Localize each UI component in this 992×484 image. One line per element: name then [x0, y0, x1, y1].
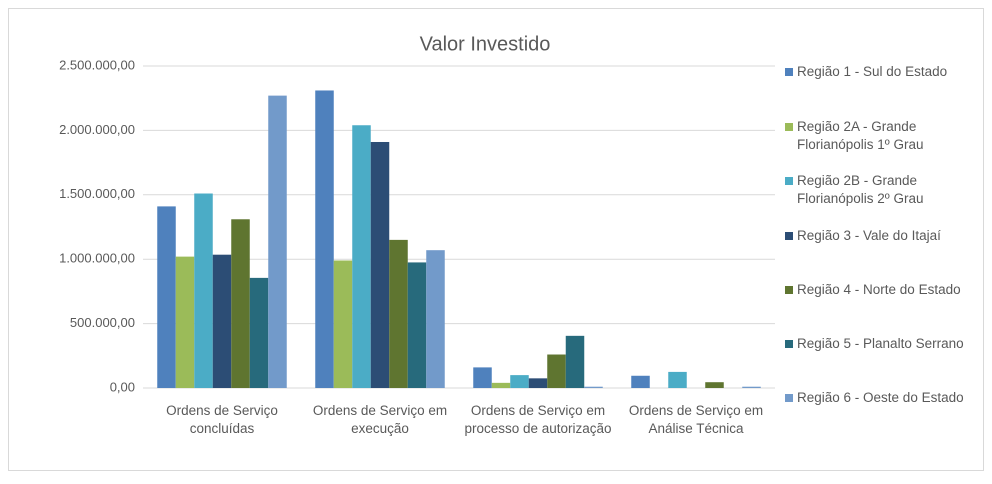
legend-swatch — [785, 394, 793, 402]
bar — [584, 386, 603, 388]
y-tick-label: 2.000.000,00 — [59, 122, 135, 137]
legend-item: Região 1 - Sul do Estado — [785, 63, 980, 81]
bar — [491, 382, 511, 388]
bar — [175, 256, 195, 388]
x-tick-label: Ordens de Serviço em execução — [312, 403, 448, 436]
x-tick-label: Ordens de Serviço concluídas — [166, 403, 278, 436]
y-tick-label: 500.000,00 — [70, 315, 135, 330]
legend-item: Região 2B - Grande Florianópolis 2º Grau — [785, 172, 980, 208]
y-tick-label: 1.500.000,00 — [59, 186, 135, 201]
bar — [231, 219, 250, 388]
legend-label: Região 3 - Vale do Itajaí — [797, 228, 941, 243]
bar — [510, 375, 529, 388]
legend-item: Região 3 - Vale do Itajaí — [785, 227, 980, 245]
bar — [565, 335, 585, 388]
legend-item: Região 6 - Oeste do Estado — [785, 389, 980, 407]
bar — [426, 250, 445, 388]
bar — [668, 371, 687, 388]
chart-title: Valor Investido — [420, 33, 551, 55]
legend-label: Região 6 - Oeste do Estado — [797, 390, 964, 405]
bar — [352, 125, 371, 389]
bar — [249, 277, 269, 388]
x-tick-label: Ordens de Serviço em Análise Técnica — [628, 403, 764, 436]
legend-label: Região 4 - Norte do Estado — [797, 282, 961, 297]
bar — [631, 375, 650, 388]
legend-label: Região 2A - Grande Florianópolis 1º Grau — [797, 119, 924, 152]
legend-swatch — [785, 286, 793, 294]
x-tick-label: Ordens de Serviço em processo de autoriz… — [464, 403, 612, 436]
bar — [528, 378, 548, 388]
y-tick-label: 1.000.000,00 — [59, 251, 135, 266]
bar — [473, 367, 492, 388]
bar — [389, 239, 408, 388]
bar — [333, 260, 353, 388]
legend-label: Região 5 - Planalto Serrano — [797, 336, 964, 351]
legend-swatch — [785, 123, 793, 131]
legend-item: Região 4 - Norte do Estado — [785, 281, 980, 299]
bar — [742, 386, 761, 388]
legend-swatch — [785, 177, 793, 185]
legend-swatch — [785, 232, 793, 240]
legend-label: Região 1 - Sul do Estado — [797, 64, 948, 79]
legend-swatch — [785, 68, 793, 76]
bar — [268, 95, 287, 389]
bar — [407, 262, 427, 388]
legend-item: Região 2A - Grande Florianópolis 1º Grau — [785, 118, 980, 154]
legend-swatch — [785, 340, 793, 348]
bar — [157, 206, 176, 388]
bar — [705, 382, 724, 388]
y-tick-label: 0,00 — [110, 379, 135, 394]
bar — [547, 354, 566, 388]
bar — [370, 141, 390, 388]
bar — [212, 254, 232, 388]
y-tick-label: 2.500.000,00 — [59, 57, 135, 72]
bar — [194, 193, 213, 388]
legend-label: Região 2B - Grande Florianópolis 2º Grau — [797, 173, 924, 206]
bar — [315, 90, 334, 389]
legend-item: Região 5 - Planalto Serrano — [785, 335, 980, 353]
